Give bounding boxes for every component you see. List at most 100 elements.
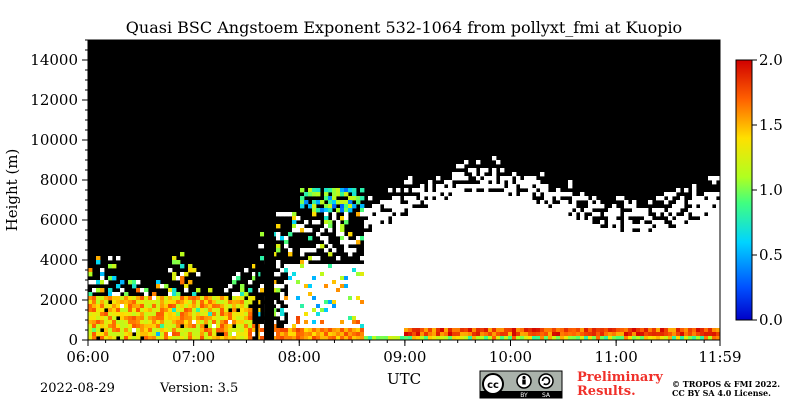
y-tick-label: 10000 [30, 131, 78, 149]
heatmap-cell [452, 208, 457, 213]
heatmap-cell [184, 288, 189, 293]
heatmap-cell [572, 252, 577, 257]
heatmap-cell [588, 332, 593, 337]
heatmap-cell [620, 328, 625, 333]
heatmap-cell [324, 272, 329, 277]
heatmap-cell [472, 304, 477, 309]
heatmap-cell [412, 212, 417, 217]
heatmap-cell [392, 268, 397, 273]
heatmap-cell [572, 248, 577, 253]
heatmap-cell [652, 308, 657, 313]
heatmap-cell [564, 268, 569, 273]
cc-by-sa-icon[interactable]: cc BY SA [479, 370, 563, 399]
heatmap-cell [560, 288, 565, 293]
heatmap-cell [544, 332, 549, 337]
heatmap-cell [632, 280, 637, 285]
heatmap-cell [512, 228, 517, 233]
heatmap-cell [548, 216, 553, 221]
heatmap-cell [400, 316, 405, 321]
heatmap-cell [244, 336, 249, 340]
heatmap-cell [376, 216, 381, 221]
heatmap-cell [684, 268, 689, 273]
heatmap-cell [100, 268, 105, 273]
heatmap-cell [688, 244, 693, 249]
heatmap-cell [176, 292, 181, 297]
heatmap-cell [360, 268, 365, 273]
heatmap-cell [600, 252, 605, 257]
heatmap-cell [472, 336, 477, 340]
heatmap-cell [648, 248, 653, 253]
heatmap-cell [524, 212, 529, 217]
heatmap-cell [648, 288, 653, 293]
heatmap-cell [488, 320, 493, 325]
heatmap-cell [520, 236, 525, 241]
heatmap-cell [632, 264, 637, 269]
heatmap-cell [212, 304, 217, 309]
heatmap-cell [244, 328, 249, 333]
heatmap-cell [628, 296, 633, 301]
heatmap-cell [688, 332, 693, 337]
heatmap-cell [472, 240, 477, 245]
heatmap-cell [556, 276, 561, 281]
heatmap-cell [676, 284, 681, 289]
heatmap-cell [584, 336, 589, 340]
heatmap-cell [388, 188, 393, 193]
heatmap-cell [516, 256, 521, 261]
heatmap-cell [456, 172, 461, 177]
heatmap-cell [168, 328, 173, 333]
heatmap-cell [476, 304, 481, 309]
heatmap-cell [216, 308, 221, 313]
heatmap-cell [292, 296, 297, 301]
heatmap-cell [644, 316, 649, 321]
heatmap-cell [392, 248, 397, 253]
heatmap-cell [160, 304, 165, 309]
heatmap-cell [492, 156, 497, 161]
heatmap-cell [528, 212, 533, 217]
heatmap-cell [716, 248, 720, 253]
heatmap-cell [544, 276, 549, 281]
heatmap-cell [560, 260, 565, 265]
heatmap-cell [656, 288, 661, 293]
heatmap-cell [160, 308, 165, 313]
heatmap-cell [708, 176, 713, 181]
heatmap-cell [412, 268, 417, 273]
heatmap-cell [668, 332, 673, 337]
heatmap-cell [500, 304, 505, 309]
heatmap-cell [480, 316, 485, 321]
heatmap-cell [304, 220, 309, 225]
heatmap-cell [324, 284, 329, 289]
heatmap-cell [164, 300, 169, 305]
heatmap-cell [296, 332, 301, 337]
heatmap-cell [380, 300, 385, 305]
heatmap-cell [524, 256, 529, 261]
heatmap-cell [588, 268, 593, 273]
heatmap-cell [448, 280, 453, 285]
heatmap-cell [564, 320, 569, 325]
heatmap-cell [424, 228, 429, 233]
heatmap-cell [504, 176, 509, 181]
heatmap-cell [488, 244, 493, 249]
heatmap-cell [500, 168, 505, 173]
heatmap-cell [488, 284, 493, 289]
heatmap-cell [544, 244, 549, 249]
heatmap-cell [136, 328, 141, 333]
colorbar-tick-label: 1.5 [759, 116, 783, 134]
heatmap-cell [412, 288, 417, 293]
heatmap-cell [628, 308, 633, 313]
heatmap-cell [532, 188, 537, 193]
heatmap-cell [456, 304, 461, 309]
heatmap-cell [404, 272, 409, 277]
heatmap-cell [616, 264, 621, 269]
heatmap-cell [516, 208, 521, 213]
heatmap-cell [500, 208, 505, 213]
heatmap-cell [680, 204, 685, 209]
heatmap-cell [392, 224, 397, 229]
heatmap-cell [276, 260, 281, 265]
heatmap-cell [352, 196, 357, 201]
heatmap-cell [332, 296, 337, 301]
heatmap-cell [188, 336, 193, 340]
heatmap-cell [296, 216, 301, 221]
heatmap-cell [572, 272, 577, 277]
heatmap-cell [572, 224, 577, 229]
heatmap-cell [492, 296, 497, 301]
